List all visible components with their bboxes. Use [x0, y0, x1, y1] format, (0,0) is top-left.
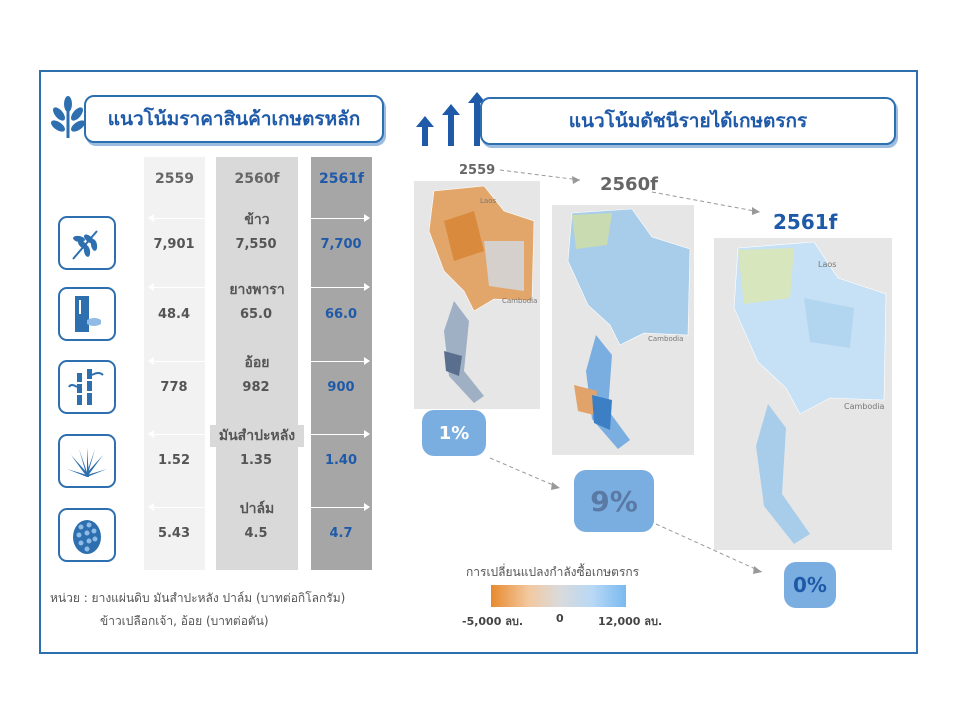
- value-sugarcane-2559: 778: [160, 380, 188, 395]
- value-cassava-2559: 1.52: [157, 453, 191, 468]
- map-2560f: Cambodia: [552, 205, 694, 455]
- crop-name-rubber: ยางพารา: [216, 279, 298, 301]
- map-label: Cambodia: [844, 402, 885, 411]
- cassava-icon-box: [58, 434, 116, 488]
- map-label: Laos: [818, 260, 837, 269]
- map-2561f: Laos Cambodia: [714, 238, 892, 550]
- legend-max: 12,000 ลบ.: [598, 615, 663, 628]
- legend-mid: 0: [556, 612, 564, 625]
- crop-name-sugarcane: อ้อย: [216, 352, 298, 374]
- rice-icon-box: [58, 216, 116, 270]
- sugarcane-icon: [68, 369, 104, 405]
- rubber-icon: [75, 296, 101, 332]
- right-panel-title: แนวโน้มดัชนีรายได้เกษตรกร: [480, 97, 896, 145]
- value-palm-2560f: 4.5: [244, 526, 268, 541]
- change-badge-2561f: 0%: [784, 562, 836, 608]
- map-year-2559: 2559: [459, 163, 496, 178]
- map-label: Cambodia: [648, 335, 684, 343]
- map-year-2561f: 2561f: [773, 210, 838, 234]
- palm-icon: [73, 520, 101, 554]
- crop-name-cassava: มันสำปะหลัง: [210, 425, 304, 447]
- value-cassava-2560f: 1.35: [239, 453, 273, 468]
- crop-name-palm: ปาล์ม: [216, 498, 298, 520]
- change-badge-2559: 1%: [422, 410, 486, 456]
- value-rubber-2559: 48.4: [157, 307, 191, 322]
- leaf-logo-icon: [51, 96, 85, 138]
- map-label: Cambodia: [502, 297, 538, 305]
- year-column-2559: 2559: [144, 157, 205, 570]
- year-header: 2561f: [318, 171, 365, 187]
- legend-title: การเปลี่ยนแปลงกำลังซื้อเกษตรกร: [466, 565, 640, 579]
- value-rice-2560f: 7,550: [235, 237, 277, 252]
- value-rubber-2561f: 66.0: [324, 307, 358, 322]
- palm-icon-box: [58, 508, 116, 562]
- value-rice-2561f: 7,700: [320, 237, 362, 252]
- legend-color-bar: [491, 585, 626, 607]
- unit-note-line2: ข้าวเปลือกเจ้า, อ้อย (บาทต่อตัน): [100, 614, 269, 628]
- year-column-2561f: 2561f: [311, 157, 372, 570]
- year-header: 2560f: [234, 171, 280, 187]
- map-label: Laos: [480, 197, 497, 205]
- rubber-icon-box: [58, 287, 116, 341]
- crop-name-rice: ข้าว: [216, 209, 298, 231]
- map-2561f-shape: [733, 241, 887, 544]
- value-palm-2559: 5.43: [157, 526, 191, 541]
- rice-icon: [72, 230, 98, 260]
- map-year-2560f: 2560f: [600, 174, 658, 195]
- cassava-icon: [67, 447, 107, 477]
- value-sugarcane-2561f: 900: [327, 380, 355, 395]
- value-palm-2561f: 4.7: [329, 526, 353, 541]
- value-rubber-2560f: 65.0: [239, 307, 273, 322]
- change-badge-2560f: 9%: [574, 470, 654, 532]
- value-rice-2559: 7,901: [153, 237, 195, 252]
- left-panel-title: แนวโน้มราคาสินค้าเกษตรหลัก: [84, 95, 384, 143]
- legend-min: -5,000 ลบ.: [462, 615, 524, 628]
- value-cassava-2561f: 1.40: [324, 453, 358, 468]
- sugarcane-icon-box: [58, 360, 116, 414]
- map-2560f-shape: [567, 208, 691, 449]
- map-2559: Laos Cambodia: [414, 181, 540, 409]
- map-2559-shape: [428, 185, 535, 403]
- unit-note-line1: หน่วย : ยางแผ่นดิบ มันสำปะหลัง ปาล์ม (บา…: [50, 591, 346, 605]
- value-sugarcane-2560f: 982: [242, 380, 270, 395]
- year-header: 2559: [155, 171, 194, 187]
